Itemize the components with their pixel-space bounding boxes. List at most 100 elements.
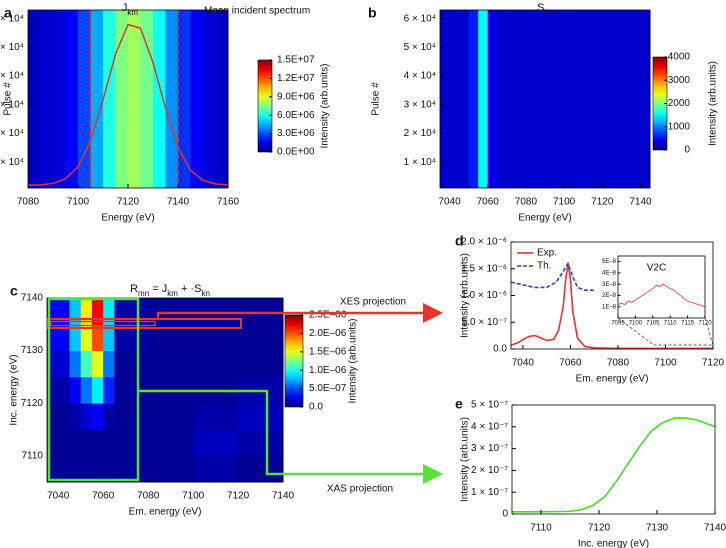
heatmap-cell <box>114 298 149 325</box>
y-axis-label: Pulse # <box>3 82 14 116</box>
heatmap-cell <box>516 10 527 188</box>
x-tick-label: 7100 <box>654 358 677 369</box>
heatmap-cell <box>497 10 508 188</box>
heatmap-cell <box>80 350 93 378</box>
heatmap-cell <box>440 10 451 188</box>
heatmap-cell <box>103 455 115 483</box>
x-tick-label: 7100 <box>553 197 576 208</box>
y-tick-label: 1.0 × 10⁻⁶ <box>461 290 507 301</box>
y-tick-label: 4 × 10⁴ <box>404 71 436 82</box>
heatmap-cell <box>602 10 613 188</box>
xes-label: XES projection <box>340 297 406 308</box>
colorbar-tick-label: 0.0 <box>309 402 323 413</box>
heatmap-cell <box>69 298 82 325</box>
x-tick-label: 7140 <box>704 523 726 534</box>
xas-arrow <box>138 389 443 484</box>
panel-letter: c <box>10 283 18 299</box>
heatmap-cell <box>80 403 93 430</box>
colorbar-tick-label: 0 <box>684 145 690 156</box>
heatmap-cell <box>47 429 70 457</box>
x-tick-label: 7060 <box>92 491 115 502</box>
colorbar-label: Intensity (arb.units) <box>348 318 359 403</box>
title-part: = J <box>149 283 167 295</box>
x-axis-label: Energy (eV) <box>101 213 154 224</box>
heatmap-cell <box>525 10 536 188</box>
x-tick-label: 7140 <box>629 197 652 208</box>
heatmap-cell <box>592 10 603 188</box>
y-tick-label: 3 × 10⁻⁷ <box>471 443 508 454</box>
heatmap-cell <box>47 376 70 404</box>
heatmap-cell <box>80 298 93 325</box>
heatmap-cell <box>91 429 104 457</box>
heatmap-cell <box>193 429 239 457</box>
y-tick-label: 4 × 10⁴ <box>0 71 24 82</box>
colorbar <box>257 59 273 153</box>
heatmap-cell <box>69 403 82 430</box>
y-tick-label: 6 × 10⁴ <box>0 13 24 24</box>
heatmap-cell <box>53 10 66 188</box>
series-line <box>512 417 716 513</box>
heatmap-cell <box>238 455 284 483</box>
heatmap-cell <box>115 10 129 188</box>
heatmap-cell <box>215 10 229 188</box>
heatmap-cell <box>238 298 284 325</box>
heatmap-cell <box>69 350 82 378</box>
colorbar-tick-label: 1.0E–06 <box>309 365 347 376</box>
heatmap-cell <box>90 10 104 188</box>
heatmap-cell <box>190 10 204 188</box>
colorbar-tick-label: 3000 <box>668 75 691 86</box>
plot-frame <box>511 404 716 515</box>
heatmap-cell <box>80 376 93 404</box>
y-axis-label: Intensity (arb.units) <box>460 253 471 338</box>
heatmap-cell <box>103 350 115 378</box>
chart-title: Rmn = Jkm + ·Skn <box>130 283 210 298</box>
x-tick-label: 7060 <box>559 358 582 369</box>
heatmap-cell <box>80 455 93 483</box>
inset-title: V2C <box>647 263 666 274</box>
heatmap-cell <box>91 350 104 378</box>
panel-letter: e <box>455 396 463 412</box>
x-tick-label: 7120 <box>227 491 250 502</box>
heatmap-cell <box>114 403 149 430</box>
title-part: + ·S <box>178 283 202 295</box>
x-tick-label: 7120 <box>588 523 611 534</box>
y-tick-label: 5 × 10⁻⁷ <box>471 400 508 411</box>
y-axis-label: Intensity (arb.units) <box>460 417 471 502</box>
y-tick-label: 3 × 10⁴ <box>0 99 24 110</box>
y-tick-label: 7130 <box>21 345 44 356</box>
heatmap-cell <box>564 10 575 188</box>
x-tick-label: 7040 <box>47 491 70 502</box>
heatmap-cell <box>178 10 191 188</box>
heatmap-cell <box>238 429 284 457</box>
title-subscript: km <box>127 8 138 17</box>
y-tick-label: 2 × 10⁴ <box>0 128 24 139</box>
colorbar-tick-label: 0.0E+00 <box>277 147 315 158</box>
series-line <box>617 283 706 308</box>
x-tick-label: 7120 <box>117 197 140 208</box>
x-tick-label: 7040 <box>438 197 461 208</box>
colorbar-tick-label: 2.5E–06 <box>309 310 347 321</box>
colorbar-tick-label: 1000 <box>668 121 691 132</box>
x-tick-label: 7105 <box>646 321 660 327</box>
plot-frame <box>617 255 706 319</box>
y-tick-label: 5E–8 <box>602 259 617 265</box>
y-tick-label: 2 × 10⁻⁷ <box>471 465 508 476</box>
heatmap-cell <box>148 429 194 457</box>
heatmap-cell <box>193 350 239 378</box>
inset-connector <box>617 317 654 346</box>
colorbar-tick-label: 1.5E+07 <box>277 55 315 66</box>
x-axis-label: Em. energy (eV) <box>129 507 202 518</box>
colorbar-tick-label: 2000 <box>668 98 691 109</box>
heatmap-cell <box>193 455 239 483</box>
heatmap-cell <box>69 429 82 457</box>
heatmap-cell <box>114 455 149 483</box>
x-tick-label: 7095 <box>611 321 625 327</box>
xas-label: XAS projection <box>327 484 393 495</box>
heatmap-cell <box>28 10 41 188</box>
y-tick-label: 0.0 <box>493 344 507 355</box>
x-tick-label: 7080 <box>607 358 630 369</box>
annotation: Mean incident spectrum <box>204 6 310 17</box>
heatmap-cell <box>91 376 104 404</box>
heatmap-cell <box>238 324 284 352</box>
